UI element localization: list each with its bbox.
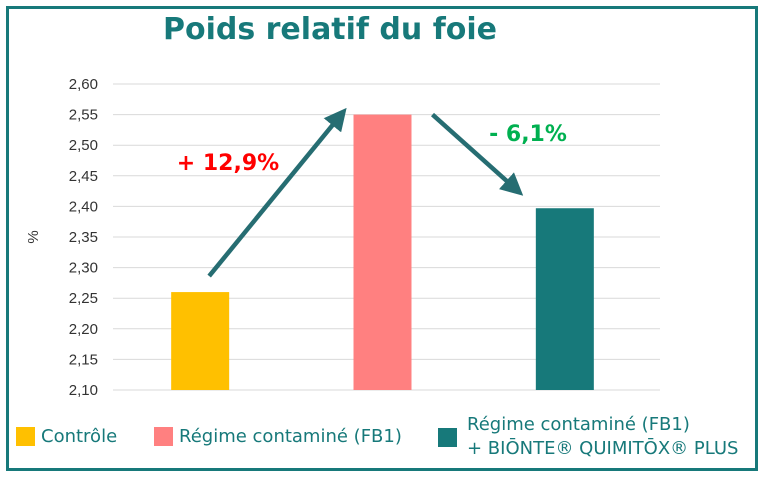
y-tick-label: 2,50 xyxy=(69,137,98,154)
chart-title: Poids relatif du foie xyxy=(162,12,497,47)
y-tick-label: 2,35 xyxy=(69,229,98,246)
y-tick-label: 2,40 xyxy=(69,198,98,215)
annotations: + 12,9% - 6,1% xyxy=(177,122,567,176)
legend-item-regime-contamine: Régime contaminé (FB1) xyxy=(154,426,402,447)
legend-swatch-regime-quimitox xyxy=(438,427,457,447)
legend-swatch-regime-contamine xyxy=(154,427,173,446)
legend-item-controle: Contrôle xyxy=(16,426,117,447)
y-tick-label: 2,60 xyxy=(69,76,98,93)
bar xyxy=(171,292,230,390)
legend: Contrôle Régime contaminé (FB1) Régime c… xyxy=(16,412,756,464)
chart-frame xyxy=(6,6,758,471)
annotation-decrease: - 6,1% xyxy=(489,122,567,147)
y-axis-ticks: 2,10 2,15 2,20 2,25 2,30 2,35 2,40 2,45 2,50 2,55… xyxy=(69,76,98,399)
y-tick-label: 2,15 xyxy=(69,351,98,368)
y-tick-label: 2,55 xyxy=(69,107,98,124)
legend-label-controle: Contrôle xyxy=(41,426,118,447)
legend-label-line1: Régime contaminé (FB1) xyxy=(467,414,690,435)
y-tick-label: 2,10 xyxy=(69,382,98,399)
legend-item-regime-quimitox: Régime contaminé (FB1) + BIŌNTE® QUIMITŌ… xyxy=(438,413,738,461)
arrow-down xyxy=(431,112,524,196)
bars xyxy=(171,114,594,390)
y-tick-label: 2,45 xyxy=(69,168,98,185)
arrow-up xyxy=(207,107,347,278)
y-axis-label: % xyxy=(25,230,42,243)
bar xyxy=(353,114,412,390)
trend-arrows xyxy=(207,107,524,278)
annotation-increase: + 12,9% xyxy=(177,151,279,176)
legend-swatch-controle xyxy=(16,427,35,446)
y-tick-label: 2,25 xyxy=(69,290,98,307)
bar xyxy=(535,208,594,390)
bar-chart: 2,10 2,15 2,20 2,25 2,30 2,35 2,40 2,45 2,50 2,55… xyxy=(25,76,660,399)
legend-label-regime-contamine: Régime contaminé (FB1) xyxy=(179,426,402,447)
y-tick-label: 2,30 xyxy=(69,260,98,277)
legend-label-line2: + BIŌNTE® QUIMITŌX® PLUS xyxy=(467,438,739,459)
y-tick-label: 2,20 xyxy=(69,321,98,338)
